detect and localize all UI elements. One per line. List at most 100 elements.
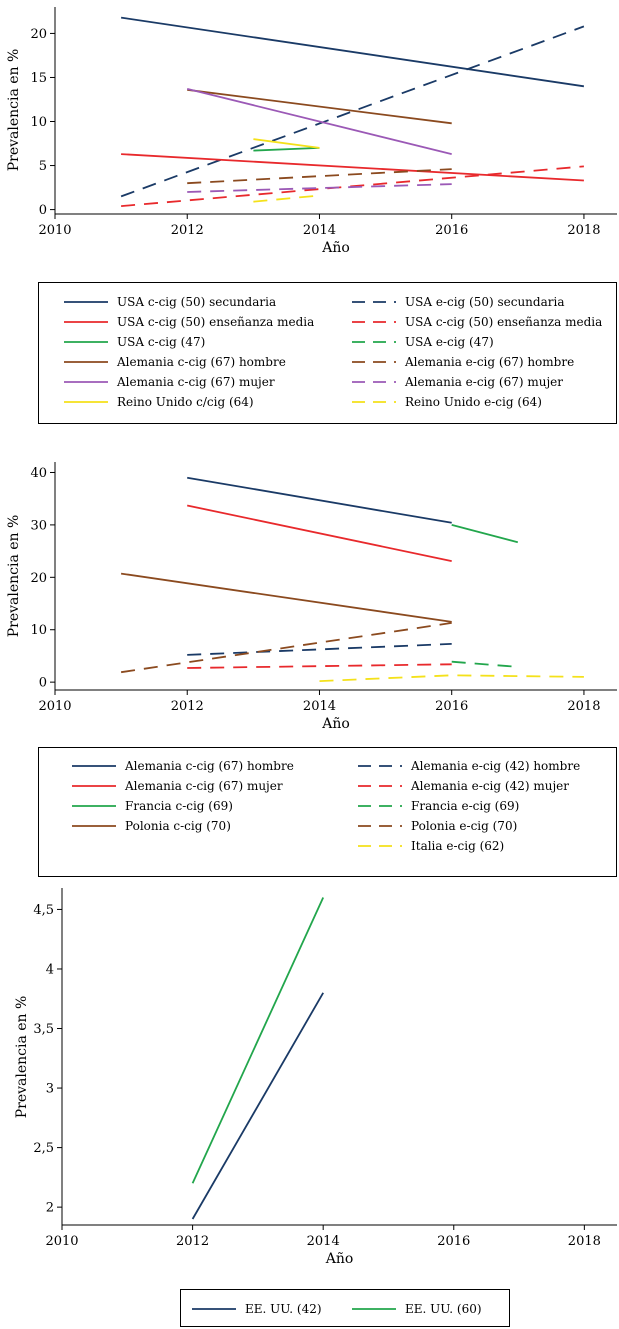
y-tick-label: 0: [39, 676, 47, 691]
legend-label: USA e-cig (47): [405, 335, 494, 349]
x-tick-label: 2010: [45, 1234, 78, 1249]
legend-item: EE. UU. (42): [191, 1300, 322, 1318]
legend-item: Alemania e-cig (42) hombre: [357, 757, 580, 775]
legend-swatch: [64, 301, 108, 303]
legend-item: Alemania e-cig (67) hombre: [351, 353, 574, 371]
y-tick-label: 30: [30, 518, 47, 533]
y-tick-label: 40: [30, 466, 47, 481]
legend-swatch: [72, 765, 116, 767]
y-tick-label: 10: [30, 623, 47, 638]
series-line: [451, 660, 518, 668]
legend-item: Alemania c-cig (67) hombre: [63, 353, 286, 371]
legend-swatch: [64, 341, 108, 343]
legend-swatch: [64, 321, 108, 323]
legend-label: Francia e-cig (69): [411, 799, 520, 813]
x-tick-label: 2012: [176, 1234, 209, 1249]
chart-3: 2010 2012 2014 2016 2018 2 2,5 3 3,5 4 4,5 Año Preva…: [14, 888, 617, 1267]
legend-swatch: [358, 825, 402, 827]
x-tick-label: 2016: [437, 1234, 470, 1249]
x-tick-label: 2010: [38, 223, 71, 238]
legend-label: Alemania c-cig (67) hombre: [125, 759, 294, 773]
y-tick-label: 3,5: [33, 1022, 54, 1037]
y-tick-label: 20: [30, 27, 47, 42]
legend-label: Alemania e-cig (42) hombre: [411, 759, 581, 773]
legend-swatch: [358, 845, 402, 847]
y-tick-label: 2: [46, 1201, 54, 1216]
legend-label: Alemania e-cig (67) mujer: [405, 375, 563, 389]
x-tick-label: 2018: [567, 223, 600, 238]
legend-swatch: [352, 341, 396, 343]
y-tick-label: 5: [39, 159, 47, 174]
legend-label: USA c-cig (50) enseñanza media: [405, 315, 603, 329]
legend-item: Italia e-cig (62): [357, 837, 504, 855]
series-line: [253, 138, 320, 149]
x-tick-label: 2018: [568, 1234, 601, 1249]
series-line: [187, 504, 452, 562]
legend-label: USA c-cig (50) enseñanza media: [117, 315, 315, 329]
legend-label: Reino Unido c/cig (64): [117, 395, 254, 409]
legend-item: USA c-cig (50) secundaria: [63, 293, 276, 311]
legend-swatch: [352, 361, 396, 363]
series-line: [120, 25, 585, 198]
legend-swatch: [352, 401, 396, 403]
legend-swatch: [352, 321, 396, 323]
series-line: [187, 88, 452, 125]
x-tick-label: 2012: [171, 699, 204, 714]
legend-swatch: [358, 805, 402, 807]
legend-item: Francia e-cig (69): [357, 797, 519, 815]
legend-label: Alemania c-cig (67) mujer: [125, 779, 283, 793]
legend-item: USA c-cig (50) enseñanza media: [351, 313, 602, 331]
legend-label: Polonia e-cig (70): [411, 819, 518, 833]
legend-item: Reino Unido e-cig (64): [351, 393, 542, 411]
legend-item: Polonia c-cig (70): [71, 817, 231, 835]
legend-swatch: [72, 785, 116, 787]
legend-chart-3: EE. UU. (42) EE. UU. (60): [180, 1289, 510, 1327]
series-line: [186, 88, 452, 155]
y-tick-label: 20: [30, 571, 47, 586]
legend-item: Alemania e-cig (42) mujer: [357, 777, 569, 795]
series-line: [187, 643, 452, 656]
x-tick-label: 2014: [303, 699, 336, 714]
series-line: [253, 147, 320, 152]
legend-label: USA e-cig (50) secundaria: [405, 295, 565, 309]
x-axis-label: Año: [321, 716, 350, 732]
y-tick-label: 10: [30, 115, 47, 130]
x-axis-label: Año: [325, 1251, 354, 1267]
legend-item: Reino Unido c/cig (64): [63, 393, 254, 411]
legend-item: Alemania e-cig (67) mujer: [351, 373, 563, 391]
legend-label: Alemania c-cig (67) hombre: [117, 355, 286, 369]
series-line: [253, 194, 320, 203]
series-line: [187, 183, 452, 193]
legend-label: Alemania c-cig (67) mujer: [117, 375, 275, 389]
legend-item: Francia c-cig (69): [71, 797, 233, 815]
y-tick-label: 3: [46, 1082, 54, 1097]
legend-label: Reino Unido e-cig (64): [405, 395, 542, 409]
series-line: [120, 16, 585, 88]
series-line: [451, 524, 519, 544]
legend-swatch: [358, 785, 402, 787]
legend-chart-2: Alemania c-cig (67) hombre Alemania e-cig…: [38, 747, 617, 877]
series-line: [319, 674, 584, 682]
y-tick-label: 15: [30, 71, 47, 86]
legend-item: USA c-cig (47): [63, 333, 205, 351]
x-tick-label: 2016: [435, 223, 468, 238]
legend-swatch: [64, 381, 108, 383]
legend-label: EE. UU. (42): [245, 1302, 322, 1316]
legend-swatch: [352, 381, 396, 383]
x-tick-label: 2014: [307, 1234, 340, 1249]
series-line: [187, 476, 452, 524]
y-tick-label: 0: [39, 203, 47, 218]
y-tick-label: 4: [46, 962, 54, 977]
legend-swatch: [64, 401, 108, 403]
legend-item: Alemania c-cig (67) hombre: [71, 757, 294, 775]
series-line: [187, 168, 452, 185]
legend-label: Polonia c-cig (70): [125, 819, 231, 833]
legend-swatch: [72, 805, 116, 807]
legend-swatch: [192, 1308, 236, 1310]
legend-swatch: [352, 1308, 396, 1310]
legend-swatch: [72, 825, 116, 827]
legend-label: Italia e-cig (62): [411, 839, 505, 853]
series-line: [120, 622, 452, 674]
legend-label: Francia c-cig (69): [125, 799, 233, 813]
